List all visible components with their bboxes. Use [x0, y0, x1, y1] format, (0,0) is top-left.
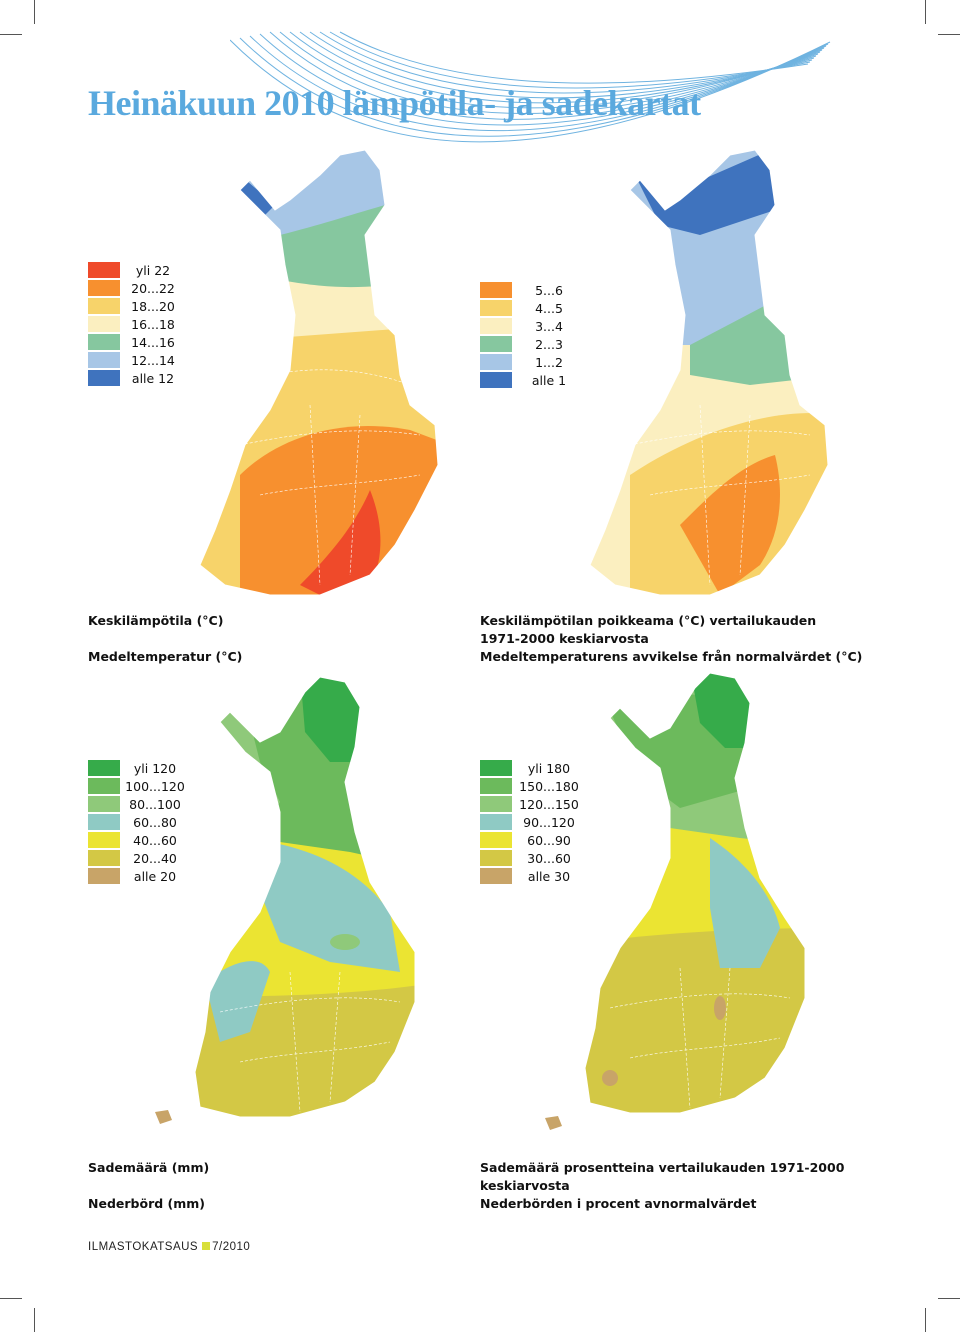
legend-label: 100...120	[125, 779, 185, 794]
legend-label: alle 1	[531, 373, 567, 388]
crop-mark	[34, 1308, 35, 1332]
map-mean-temperature	[199, 149, 439, 596]
legend-swatch	[480, 372, 512, 388]
caption-sv: Nederbörd (mm)	[88, 1196, 206, 1211]
legend-label: 14...16	[131, 335, 175, 350]
legend-swatch	[88, 760, 120, 776]
legend-swatch	[88, 814, 120, 830]
legend-swatch	[480, 318, 512, 334]
legend-swatch	[88, 778, 120, 794]
legend-label: 5...6	[535, 283, 563, 298]
legend-label: yli 180	[527, 761, 571, 776]
legend-label: 12...14	[131, 353, 175, 368]
legend-swatch	[480, 300, 512, 316]
legend-swatch	[480, 354, 512, 370]
legend-swatch	[88, 280, 120, 296]
legend-swatch	[480, 868, 512, 884]
legend-swatch	[480, 778, 512, 794]
page-title: Heinäkuun 2010 lämpötila- ja sadekartat	[88, 83, 701, 123]
legend-label: 150...180	[519, 779, 579, 794]
caption-sv: Nederbörden i procent avnormalvärdet	[480, 1196, 757, 1211]
caption-sv: Medeltemperaturens avvikelse från normal…	[480, 649, 863, 664]
legend-label: alle 30	[527, 869, 571, 884]
legend-label: 20...40	[133, 851, 177, 866]
legend-label: 90...120	[523, 815, 575, 830]
caption-fi: Sademäärä (mm)	[88, 1160, 210, 1175]
footer-square-icon	[202, 1242, 211, 1250]
legend-label: 20...22	[131, 281, 175, 296]
legend-swatch	[480, 814, 512, 830]
legend-label: yli 120	[133, 761, 177, 776]
legend-swatch	[88, 832, 120, 848]
caption-fi: Keskilämpötila (°C)	[88, 613, 224, 628]
legend-swatch	[480, 282, 512, 298]
legend-label: 18...20	[131, 299, 175, 314]
legend-swatch	[480, 760, 512, 776]
legend-label: 60...90	[527, 833, 571, 848]
legend-label: 2...3	[535, 337, 563, 352]
legend-label: 60...80	[133, 815, 177, 830]
caption-fi: Sademäärä prosentteina vertailukauden 19…	[480, 1160, 845, 1193]
decorative-wave-lines	[230, 31, 831, 143]
legend-swatch	[88, 262, 120, 278]
map-temperature-anomaly	[589, 149, 829, 596]
crop-mark	[925, 1308, 926, 1332]
legend-label: 80...100	[129, 797, 181, 812]
legend-label: 3...4	[535, 319, 563, 334]
legend-label: 4...5	[535, 301, 563, 316]
legend-swatch	[88, 796, 120, 812]
legend-label: 30...60	[527, 851, 571, 866]
crop-mark	[34, 0, 35, 24]
legend-swatch	[88, 370, 120, 386]
issue-number: 7/2010	[212, 1241, 251, 1253]
publication-name: ILMASTOKATSAUS	[88, 1241, 199, 1253]
caption-fi: Keskilämpötilan poikkeama (°C) vertailuk…	[480, 613, 817, 646]
legend-swatch	[88, 868, 120, 884]
crop-mark	[0, 34, 22, 35]
legend-label: alle 12	[131, 371, 175, 386]
crop-mark	[925, 0, 926, 24]
legend-label: 40...60	[133, 833, 177, 848]
legend-swatch	[88, 352, 120, 368]
legend-swatch	[88, 334, 120, 350]
crop-mark	[938, 1298, 960, 1299]
legend-swatch	[88, 298, 120, 314]
map-precipitation-percent	[545, 672, 806, 1130]
legend-label: alle 20	[133, 869, 177, 884]
caption-sv: Medeltemperatur (°C)	[88, 649, 243, 664]
legend-swatch	[88, 316, 120, 332]
footer: ILMASTOKATSAUS 7/2010	[88, 1241, 250, 1253]
legend-swatch	[480, 832, 512, 848]
legend-label: 1...2	[535, 355, 563, 370]
map-precipitation	[155, 676, 416, 1124]
legend-swatch	[88, 850, 120, 866]
legend-swatch	[480, 796, 512, 812]
legend-swatch	[480, 850, 512, 866]
legend-label: 120...150	[519, 797, 579, 812]
crop-mark	[0, 1298, 22, 1299]
legend-swatch	[480, 336, 512, 352]
legend-label: 16...18	[131, 317, 175, 332]
crop-mark	[938, 34, 960, 35]
legend-label: yli 22	[135, 263, 171, 278]
